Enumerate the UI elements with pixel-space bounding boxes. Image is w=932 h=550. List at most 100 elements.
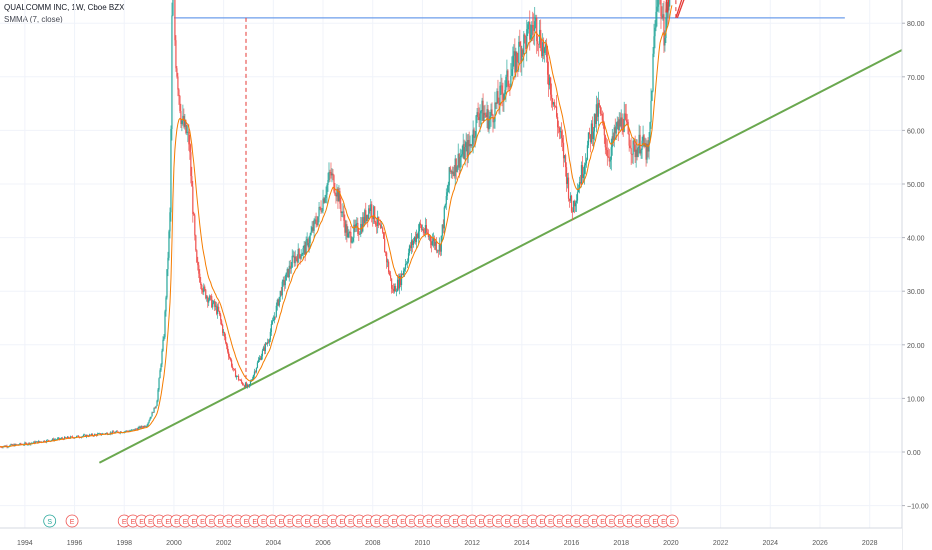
candle-body <box>395 291 398 292</box>
candle-body <box>198 265 200 274</box>
dividend-marker-label: S <box>47 519 52 526</box>
candle-body <box>105 432 107 434</box>
candle-body <box>624 113 626 115</box>
candle-body <box>497 91 499 104</box>
candle-body <box>194 215 196 236</box>
candle-body <box>420 225 423 230</box>
candle-body <box>268 339 270 343</box>
candle-body <box>512 55 514 70</box>
candle-body <box>651 90 653 101</box>
candle-body <box>411 240 414 245</box>
earnings-marker-label: E <box>470 519 475 526</box>
candle-body <box>393 289 395 292</box>
candle-body <box>3 445 5 447</box>
candle-body <box>314 219 316 221</box>
candle-body <box>306 239 308 240</box>
candle-body <box>253 371 256 376</box>
candle-body <box>663 14 665 46</box>
candle-body <box>443 207 445 229</box>
candle-body <box>536 17 538 42</box>
candle-body <box>478 117 480 121</box>
earnings-marker-label: E <box>392 519 397 526</box>
candle-body <box>292 255 294 257</box>
candle-body <box>236 375 239 377</box>
time-tick-label: 2018 <box>613 540 629 547</box>
candle-body <box>201 285 203 291</box>
candle-body <box>28 442 30 445</box>
candle-body <box>601 114 603 121</box>
candle-body <box>404 263 407 270</box>
candle-body <box>155 406 157 408</box>
candle-body <box>204 286 206 290</box>
candle-body <box>62 438 64 439</box>
candle-body <box>40 441 42 443</box>
candle-body <box>89 434 92 436</box>
candle-body <box>265 343 267 345</box>
callout-pointer <box>676 0 685 19</box>
candle-body <box>422 229 425 233</box>
candle-body <box>186 132 188 133</box>
candle-body <box>511 69 513 76</box>
candle-body <box>620 117 622 127</box>
candle-body <box>178 89 180 96</box>
candle-body <box>373 206 375 220</box>
candle-body <box>579 182 582 184</box>
candle-body <box>604 135 606 148</box>
candle-body <box>280 290 282 296</box>
candle-body <box>258 357 261 360</box>
candle-body <box>537 41 539 44</box>
candle-body <box>1 447 3 448</box>
candle-body <box>547 57 549 75</box>
candle-body <box>91 433 94 436</box>
earnings-marker-label: E <box>131 519 136 526</box>
candle-body <box>464 146 466 159</box>
price-tick-label: 10.00 <box>907 396 925 403</box>
candle-body <box>138 426 140 428</box>
candle-body <box>193 214 195 216</box>
candle-body <box>340 203 342 214</box>
candle-body <box>102 433 104 435</box>
candle-body <box>413 236 416 241</box>
candle-body <box>15 444 17 445</box>
candle-body <box>267 342 269 343</box>
candle-body <box>559 131 562 133</box>
candle-body <box>131 429 133 431</box>
candle-body <box>189 144 191 153</box>
candle-body <box>535 17 537 22</box>
candle-body <box>162 339 164 351</box>
candle-body <box>560 131 563 138</box>
candle-body <box>209 295 211 300</box>
candle-body <box>260 356 263 360</box>
candle-body <box>11 444 13 446</box>
candle-body <box>661 16 663 18</box>
candle-body <box>153 407 155 413</box>
time-tick-label: 2026 <box>812 540 828 547</box>
candle-body <box>308 242 310 248</box>
candle-body <box>326 185 328 195</box>
earnings-marker-label: E <box>365 519 370 526</box>
price-axis-background <box>902 0 932 550</box>
candle-body <box>190 152 192 177</box>
candle-body <box>229 357 232 361</box>
candle-body <box>264 343 266 351</box>
earnings-marker-label: E <box>592 519 597 526</box>
candle-body <box>503 94 505 101</box>
candle-body <box>488 119 490 130</box>
candle-body <box>283 279 285 286</box>
candle-body <box>380 224 382 229</box>
candle-body <box>587 132 590 146</box>
candle-body <box>142 427 144 428</box>
earnings-marker-label: E <box>139 519 144 526</box>
candle-body <box>251 379 254 381</box>
candle-body <box>136 428 138 430</box>
candle-body <box>359 233 361 235</box>
candle-body <box>638 134 640 148</box>
candle-body <box>284 280 286 286</box>
candle-body <box>394 286 397 292</box>
candle-body <box>112 431 114 433</box>
candle-body <box>522 49 524 55</box>
candle-body <box>329 171 331 173</box>
candle-body <box>563 155 566 159</box>
